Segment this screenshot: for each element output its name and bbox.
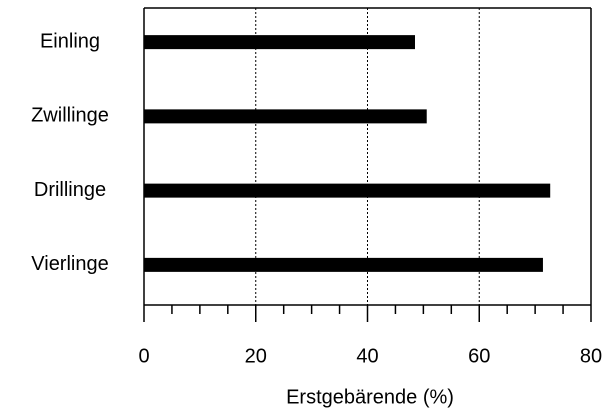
y-tick-label: Vierlinge [31, 253, 108, 275]
x-tick-label: 20 [245, 345, 267, 367]
bar [144, 183, 551, 198]
bar [144, 35, 415, 50]
y-tick-label: Drillinge [34, 179, 106, 201]
y-tick-label: Einling [40, 30, 100, 52]
x-axis-label: Erstgebärende (%) [286, 386, 454, 408]
x-tick-label: 40 [356, 345, 378, 367]
y-tick-label: Zwillinge [31, 105, 109, 127]
x-tick-label: 80 [580, 345, 602, 367]
x-tick-label: 60 [468, 345, 490, 367]
x-tick-label: 0 [138, 345, 149, 367]
bar [144, 109, 427, 124]
bar [144, 257, 543, 272]
